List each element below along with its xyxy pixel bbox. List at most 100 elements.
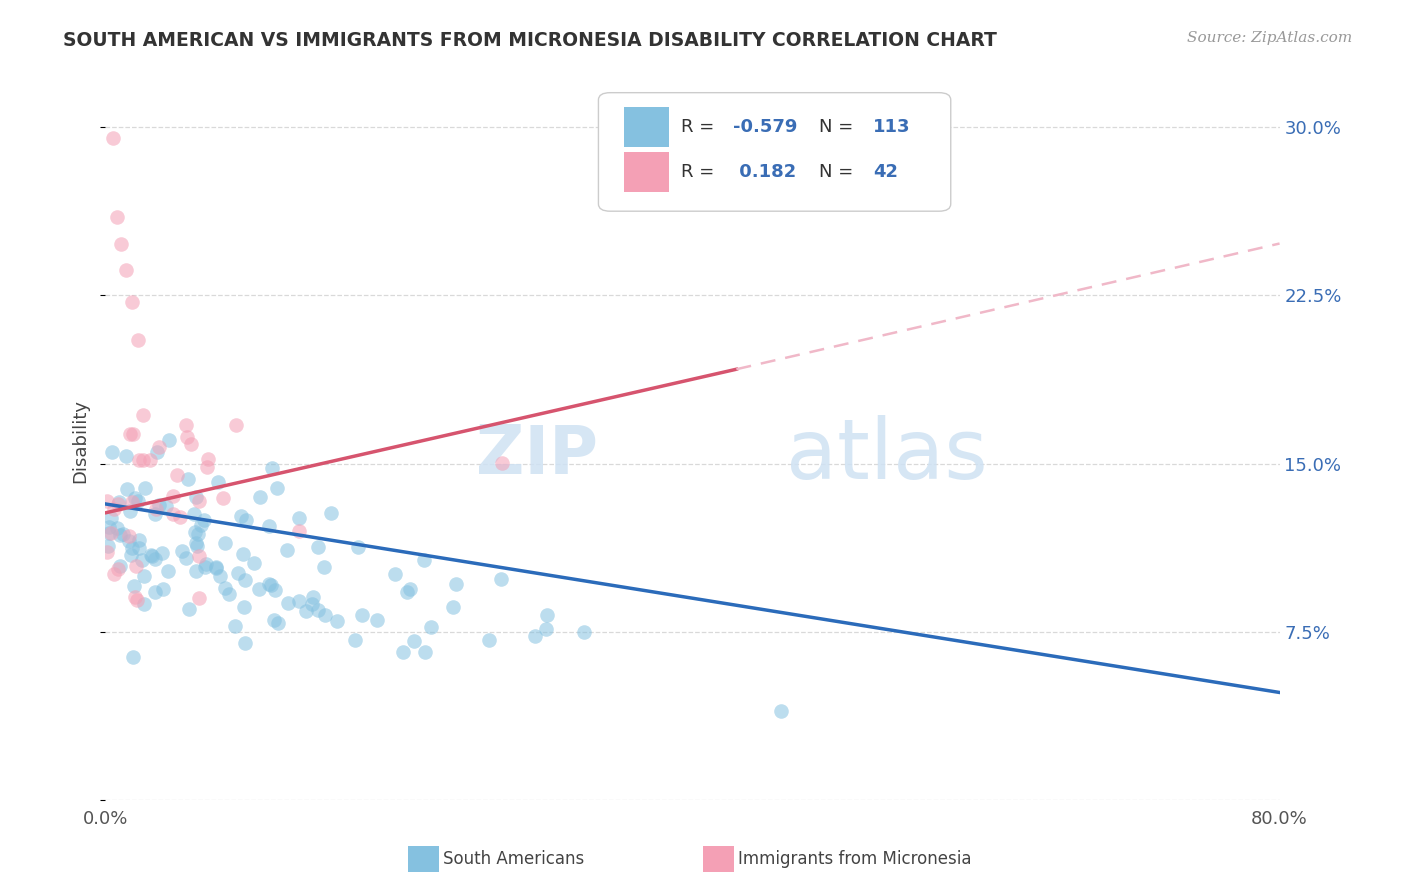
Point	[319, 506, 342, 520]
Point	[101, 131, 124, 145]
FancyBboxPatch shape	[599, 93, 950, 211]
Point	[152, 546, 174, 560]
Point	[122, 427, 145, 442]
Point	[233, 573, 256, 587]
Point	[141, 548, 163, 562]
Point	[143, 507, 166, 521]
Point	[134, 481, 156, 495]
Point	[120, 548, 142, 562]
Point	[267, 615, 290, 630]
Point	[97, 540, 120, 554]
Point	[260, 577, 283, 591]
Point	[103, 501, 125, 516]
Point	[184, 564, 207, 578]
Point	[301, 597, 323, 611]
Point	[523, 629, 546, 643]
Point	[176, 550, 198, 565]
Point	[325, 614, 347, 628]
Point	[194, 559, 217, 574]
Point	[174, 417, 197, 432]
Point	[141, 549, 163, 563]
Point	[127, 494, 149, 508]
Point	[132, 408, 155, 422]
Point	[108, 559, 131, 574]
Point	[187, 527, 209, 541]
Text: 42: 42	[873, 163, 898, 181]
Point	[262, 461, 284, 475]
Point	[96, 545, 118, 559]
Point	[114, 449, 136, 463]
Text: SOUTH AMERICAN VS IMMIGRANTS FROM MICRONESIA DISABILITY CORRELATION CHART: SOUTH AMERICAN VS IMMIGRANTS FROM MICRON…	[63, 31, 997, 50]
Point	[156, 564, 179, 578]
Point	[131, 552, 153, 566]
Point	[127, 593, 149, 607]
Point	[186, 536, 208, 550]
Point	[307, 603, 329, 617]
Point	[128, 453, 150, 467]
Point	[229, 508, 252, 523]
Point	[287, 594, 309, 608]
Point	[114, 263, 136, 277]
Point	[143, 551, 166, 566]
Point	[184, 490, 207, 504]
Point	[97, 520, 120, 534]
Point	[121, 494, 143, 508]
Point	[187, 494, 209, 508]
Point	[287, 524, 309, 538]
Point	[138, 452, 160, 467]
Point	[307, 540, 329, 554]
Point	[157, 434, 180, 448]
Point	[118, 504, 141, 518]
Point	[366, 613, 388, 627]
Text: ZIP: ZIP	[477, 423, 599, 489]
Point	[218, 587, 240, 601]
Point	[770, 704, 793, 718]
Point	[197, 451, 219, 466]
Point	[205, 560, 228, 574]
Text: N =: N =	[820, 118, 859, 136]
Point	[145, 584, 167, 599]
Point	[105, 521, 128, 535]
Point	[233, 600, 256, 615]
Text: South Americans: South Americans	[443, 850, 583, 868]
Point	[572, 625, 595, 640]
Point	[108, 528, 131, 542]
Text: Immigrants from Micronesia: Immigrants from Micronesia	[738, 850, 972, 868]
Point	[277, 595, 299, 609]
Point	[166, 468, 188, 483]
Point	[183, 525, 205, 540]
Point	[177, 602, 200, 616]
Point	[491, 456, 513, 470]
Point	[97, 526, 120, 541]
Point	[207, 475, 229, 490]
Point	[132, 597, 155, 611]
Point	[489, 572, 512, 586]
Point	[105, 210, 128, 224]
Point	[107, 562, 129, 576]
Point	[478, 633, 501, 648]
Point	[124, 590, 146, 604]
Point	[186, 539, 208, 553]
Point	[170, 543, 193, 558]
Point	[195, 460, 218, 475]
Text: 113: 113	[873, 118, 911, 136]
Point	[444, 576, 467, 591]
Point	[194, 558, 217, 572]
Point	[127, 333, 149, 347]
Point	[264, 582, 287, 597]
Point	[212, 491, 235, 505]
Point	[155, 499, 177, 513]
Point	[176, 429, 198, 443]
Point	[118, 529, 141, 543]
Point	[111, 526, 134, 541]
Text: N =: N =	[820, 163, 859, 181]
Point	[225, 417, 247, 432]
FancyBboxPatch shape	[624, 153, 669, 192]
Text: Source: ZipAtlas.com: Source: ZipAtlas.com	[1187, 31, 1353, 45]
Point	[96, 493, 118, 508]
Point	[314, 607, 336, 622]
Point	[243, 556, 266, 570]
Point	[107, 497, 129, 511]
Point	[233, 636, 256, 650]
Point	[249, 491, 271, 505]
